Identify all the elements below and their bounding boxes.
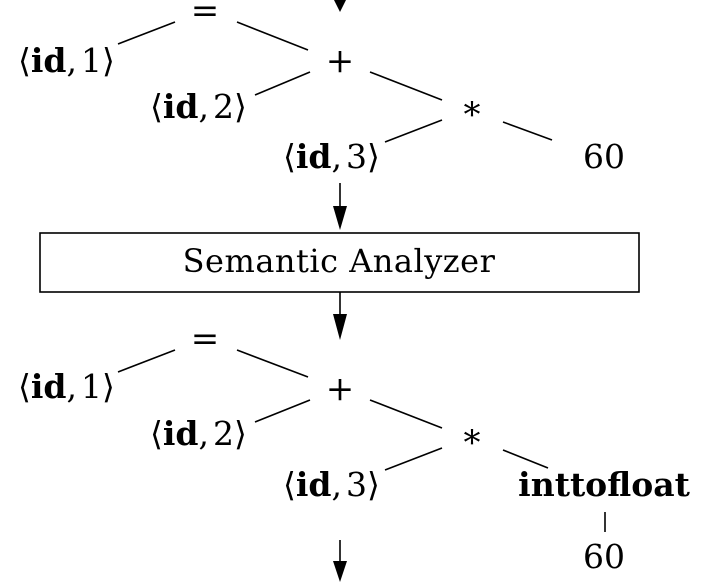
id1-node: ⟨id, 1⟩ <box>18 41 115 80</box>
phase-box-label: Semantic Analyzer <box>183 242 496 280</box>
incoming-arrow-head <box>334 0 346 12</box>
edge-plus-times <box>369 71 443 101</box>
arrow-to-analyzer-head <box>333 206 347 230</box>
edge-assign-plus <box>236 21 309 51</box>
semantic-analyzer-box: Semantic Analyzer <box>39 232 640 293</box>
edge-times-60 <box>502 121 553 141</box>
constant-60-node-2: 60 <box>583 537 625 576</box>
id2-node-2: ⟨id, 2⟩ <box>150 414 247 453</box>
edge2-plus-id2 <box>254 399 311 423</box>
plus-node-2: + <box>326 369 355 409</box>
edge2-assign-id1 <box>117 349 176 373</box>
edge-plus-id2 <box>254 71 311 96</box>
edge-times-id3 <box>384 119 443 143</box>
id3-node-2: ⟨id, 3⟩ <box>283 465 380 504</box>
outgoing-arrow-head <box>333 561 347 582</box>
inttofloat-node: inttofloat <box>518 465 690 504</box>
edge2-times-id3 <box>384 447 443 471</box>
assign-node: = <box>191 0 220 31</box>
semantic-tree: = ⟨id, 1⟩ + ⟨id, 2⟩ * ⟨id, 3⟩ inttofloat 60 <box>18 319 691 576</box>
id1-node-2: ⟨id, 1⟩ <box>18 367 115 406</box>
times-node: * <box>464 95 481 135</box>
phase-box-frame <box>39 232 640 293</box>
edge2-times-inttofloat <box>502 449 549 469</box>
constant-60-node: 60 <box>583 137 625 176</box>
times-node-2: * <box>464 423 481 463</box>
edge-assign-id1 <box>117 21 176 45</box>
syntax-tree: = ⟨id, 1⟩ + ⟨id, 2⟩ * ⟨id, 3⟩ 60 <box>18 0 625 176</box>
plus-node: + <box>326 41 355 81</box>
edge2-assign-plus <box>236 349 309 378</box>
assign-node-2: = <box>191 319 220 359</box>
id3-node: ⟨id, 3⟩ <box>283 137 380 176</box>
arrow-from-analyzer-head <box>333 314 347 340</box>
id2-node: ⟨id, 2⟩ <box>150 87 247 126</box>
edge2-plus-times <box>369 399 443 429</box>
